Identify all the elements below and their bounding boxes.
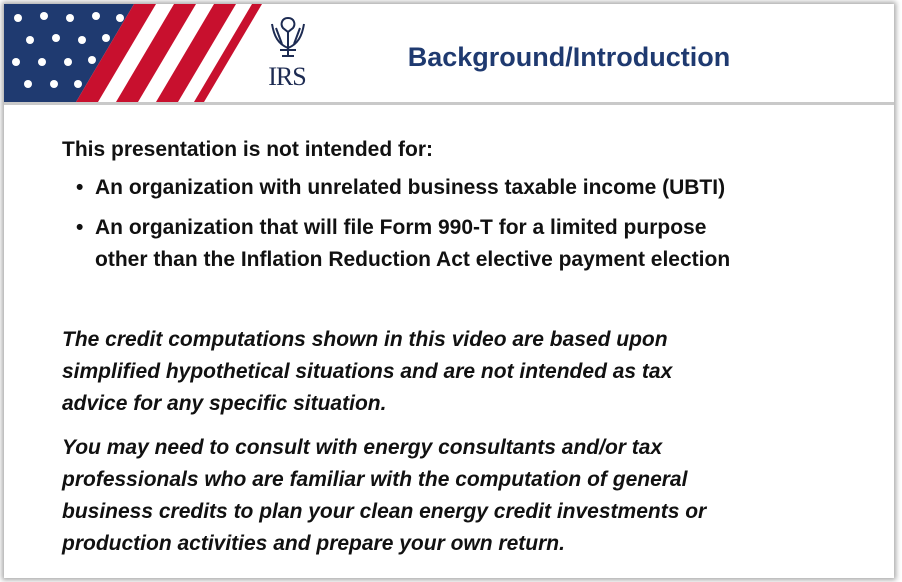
slide: IRS Background/Introduction This present… xyxy=(4,4,894,578)
flag-graphic xyxy=(4,4,262,102)
note-text: simplified hypothetical situations and a… xyxy=(62,360,673,383)
note-text: advice for any specific situation. xyxy=(62,392,387,415)
irs-eagle-logo xyxy=(271,16,305,57)
note-text: business credits to plan your clean ener… xyxy=(62,500,707,523)
bullet-text: An organization that will file Form 990-… xyxy=(95,216,707,239)
note-text: professionals who are familiar with the … xyxy=(62,468,688,491)
bullet-dot: • xyxy=(76,216,84,239)
slide-title: Background/Introduction xyxy=(407,42,731,72)
note-text: You may need to consult with energy cons… xyxy=(62,436,663,459)
header: IRS Background/Introduction xyxy=(4,4,894,105)
note-text: production activities and prepare your o… xyxy=(62,532,565,555)
note-text: The credit computations shown in this vi… xyxy=(62,328,668,351)
logo-text: IRS xyxy=(268,62,306,91)
intro-text: This presentation is not intended for: xyxy=(62,138,434,161)
bullet-text: An organization with unrelated business … xyxy=(95,176,726,199)
bullet-dot: • xyxy=(76,176,84,199)
bullet-text: other than the Inflation Reduction Act e… xyxy=(95,248,731,271)
